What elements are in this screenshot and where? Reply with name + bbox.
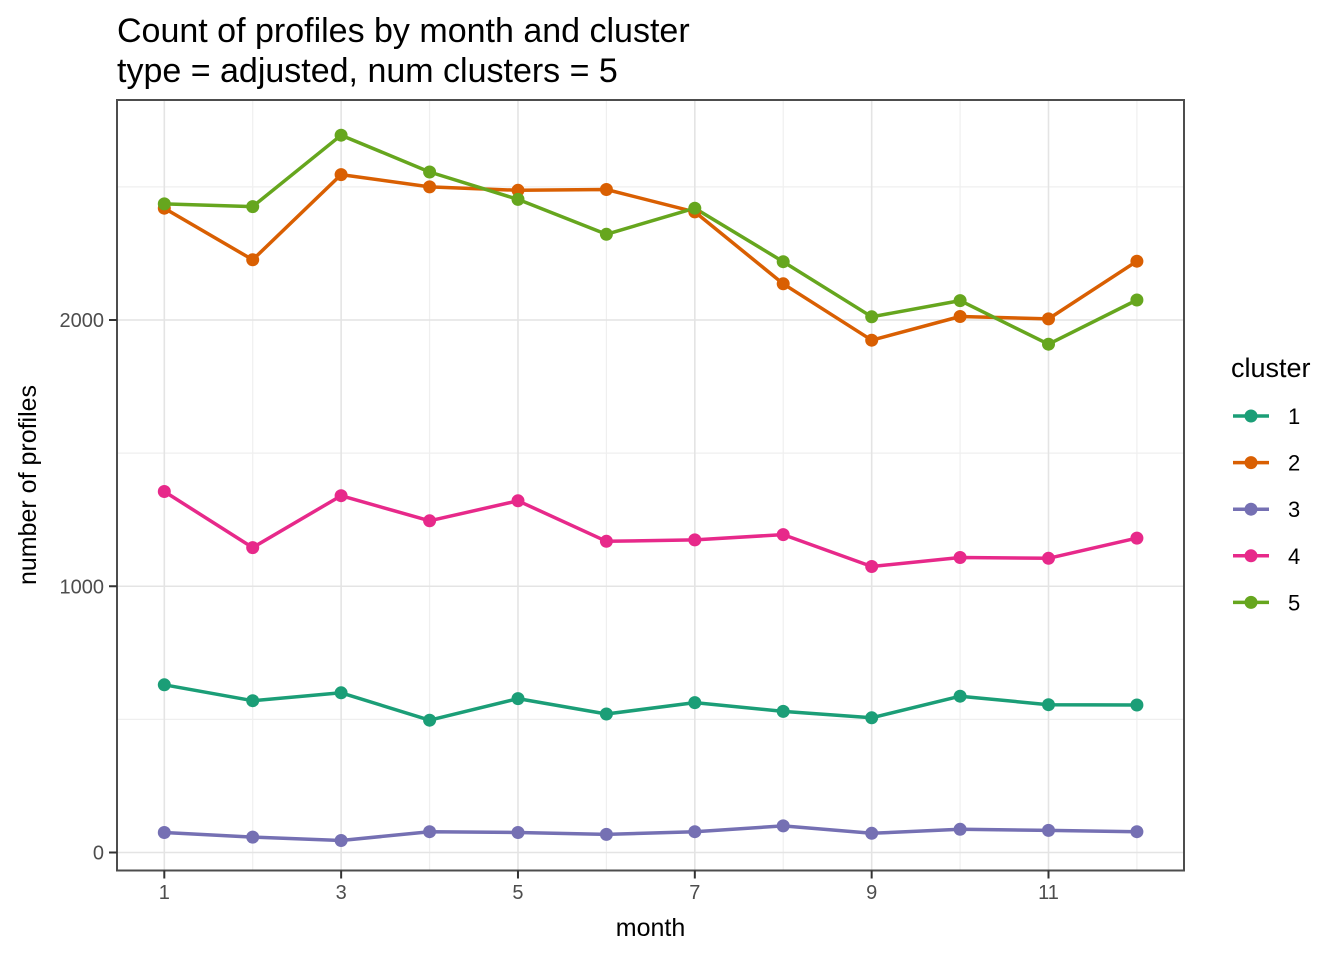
data-point-cluster-3-month-7 (688, 825, 702, 839)
x-tick-label: 7 (689, 882, 700, 904)
data-point-cluster-3-month-2 (246, 830, 260, 844)
legend-label-cluster-4: 4 (1288, 544, 1300, 569)
x-tick-label: 9 (866, 882, 877, 904)
legend-label-cluster-5: 5 (1288, 590, 1300, 615)
legend-label-cluster-1: 1 (1288, 404, 1300, 429)
data-point-cluster-5-month-2 (246, 200, 260, 214)
data-point-cluster-3-month-9 (865, 826, 879, 840)
data-point-cluster-4-month-7 (688, 533, 702, 547)
data-point-cluster-4-month-4 (423, 514, 437, 528)
data-point-cluster-3-month-3 (334, 834, 348, 847)
data-point-cluster-5-month-4 (423, 165, 437, 179)
data-point-cluster-5-month-3 (334, 128, 348, 142)
data-point-cluster-5-month-8 (776, 255, 790, 269)
data-point-cluster-5-month-1 (157, 197, 171, 211)
y-tick-label: 2000 (60, 310, 105, 332)
data-point-cluster-5-month-7 (688, 201, 702, 215)
data-point-cluster-2-month-6 (599, 183, 613, 196)
data-point-cluster-3-month-4 (423, 825, 437, 839)
legend-key-point-cluster-3 (1244, 502, 1258, 516)
series-line-cluster-1 (163, 683, 1137, 722)
data-point-cluster-5-month-6 (599, 227, 613, 241)
data-point-cluster-3-month-8 (776, 819, 790, 833)
data-point-cluster-2-month-11 (1042, 312, 1055, 326)
data-point-cluster-5-month-5 (511, 192, 525, 206)
data-point-cluster-1-month-4 (423, 713, 437, 727)
series-line-cluster-5 (164, 133, 1138, 346)
y-axis-title: number of profiles (14, 385, 42, 585)
data-point-cluster-4-month-6 (599, 534, 613, 548)
x-tick-label: 3 (336, 882, 347, 904)
data-point-cluster-2-month-4 (423, 180, 437, 194)
legend-label-cluster-2: 2 (1288, 451, 1300, 476)
series-line-cluster-3 (164, 824, 1137, 843)
data-point-cluster-5-month-9 (865, 310, 879, 324)
data-point-cluster-1-month-1 (157, 678, 171, 692)
data-point-cluster-5-month-11 (1042, 337, 1055, 351)
chart-generated-layer: 1 3 5 7 9 11 0 1000 2000 1 2 3 4 5 (60, 99, 1300, 904)
data-point-cluster-4-month-1 (157, 485, 171, 498)
legend-title: cluster (1231, 353, 1311, 383)
data-point-cluster-4-month-9 (865, 560, 879, 573)
data-point-cluster-4-month-11 (1042, 551, 1055, 565)
data-point-cluster-3-month-5 (511, 826, 525, 839)
data-point-cluster-1-month-12 (1130, 698, 1144, 712)
data-point-cluster-2-month-12 (1130, 254, 1144, 268)
data-point-cluster-1-month-6 (599, 707, 613, 721)
data-point-cluster-4-month-5 (511, 494, 525, 508)
plot-title: Count of profiles by month and cluster (117, 12, 690, 50)
panel-border (116, 99, 1185, 872)
data-point-cluster-2-month-8 (776, 277, 790, 291)
data-point-cluster-2-month-9 (865, 333, 879, 347)
y-tick-label: 1000 (60, 576, 105, 598)
data-point-cluster-1-month-11 (1042, 698, 1055, 712)
x-tick-label: 11 (1038, 882, 1059, 904)
plot-subtitle: type = adjusted, num clusters = 5 (117, 52, 618, 90)
data-point-cluster-3-month-1 (157, 826, 171, 839)
data-point-cluster-2-month-2 (246, 253, 260, 267)
data-point-cluster-2-month-10 (953, 310, 967, 323)
data-point-cluster-4-month-12 (1130, 531, 1144, 545)
legend-key-point-cluster-4 (1244, 549, 1258, 563)
data-point-cluster-1-month-5 (511, 692, 525, 706)
x-tick-label: 5 (512, 882, 523, 904)
data-point-cluster-2-month-5 (511, 183, 525, 197)
legend-key-point-cluster-5 (1244, 595, 1258, 609)
data-point-cluster-1-month-10 (953, 689, 967, 703)
data-point-cluster-3-month-10 (953, 822, 967, 836)
data-point-cluster-1-month-9 (865, 711, 879, 725)
data-point-cluster-1-month-3 (334, 686, 348, 700)
data-point-cluster-4-month-2 (246, 541, 260, 555)
data-point-cluster-1-month-8 (776, 704, 790, 718)
series-line-cluster-2 (163, 172, 1138, 342)
data-point-cluster-2-month-3 (334, 168, 348, 182)
data-point-cluster-4-month-10 (953, 551, 967, 564)
data-point-cluster-1-month-2 (246, 694, 260, 708)
data-point-cluster-4-month-3 (334, 489, 348, 503)
x-tick-label: 1 (159, 882, 170, 904)
x-axis-title: month (616, 914, 685, 942)
series-line-cluster-4 (163, 490, 1138, 569)
legend-key-point-cluster-1 (1244, 409, 1258, 423)
data-point-cluster-3-month-6 (599, 827, 613, 841)
data-point-cluster-4-month-8 (776, 528, 790, 542)
data-point-cluster-1-month-7 (688, 696, 702, 710)
data-point-cluster-5-month-12 (1130, 293, 1144, 307)
data-point-cluster-3-month-12 (1130, 825, 1144, 839)
y-tick-label: 0 (93, 843, 104, 865)
data-point-cluster-5-month-10 (953, 294, 967, 308)
data-point-cluster-3-month-11 (1042, 823, 1055, 837)
legend-key-point-cluster-2 (1244, 456, 1258, 470)
legend-label-cluster-3: 3 (1288, 497, 1300, 522)
